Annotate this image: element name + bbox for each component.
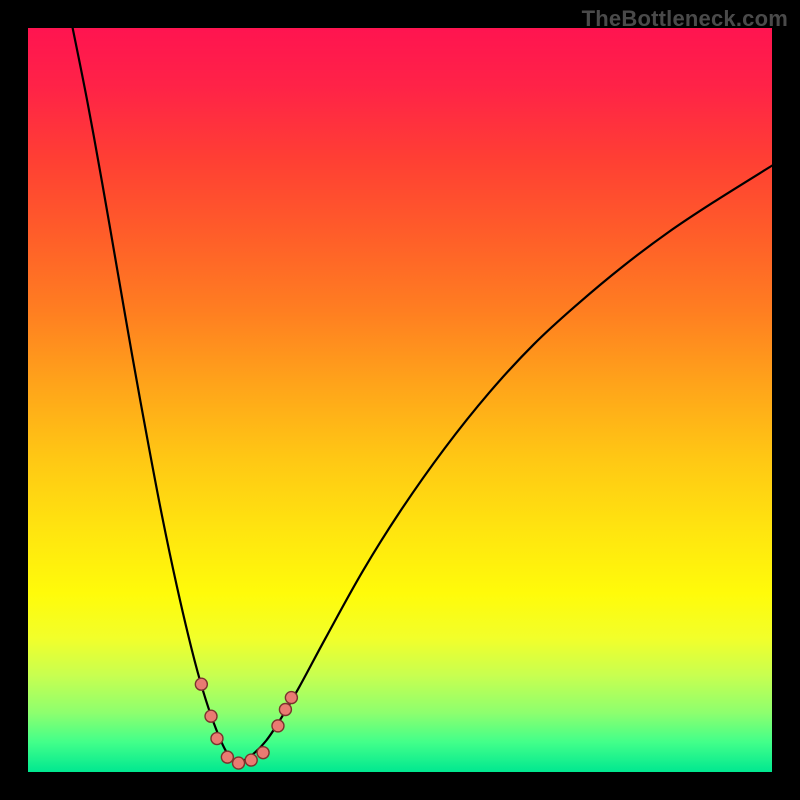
valley-marker <box>257 747 269 759</box>
valley-marker <box>195 678 207 690</box>
valley-marker <box>285 692 297 704</box>
valley-marker <box>205 710 217 722</box>
valley-marker <box>221 751 233 763</box>
valley-marker <box>245 754 257 766</box>
valley-marker <box>211 733 223 745</box>
valley-marker <box>272 720 284 732</box>
bottleneck-chart <box>0 0 800 800</box>
valley-marker <box>279 704 291 716</box>
valley-marker <box>233 757 245 769</box>
